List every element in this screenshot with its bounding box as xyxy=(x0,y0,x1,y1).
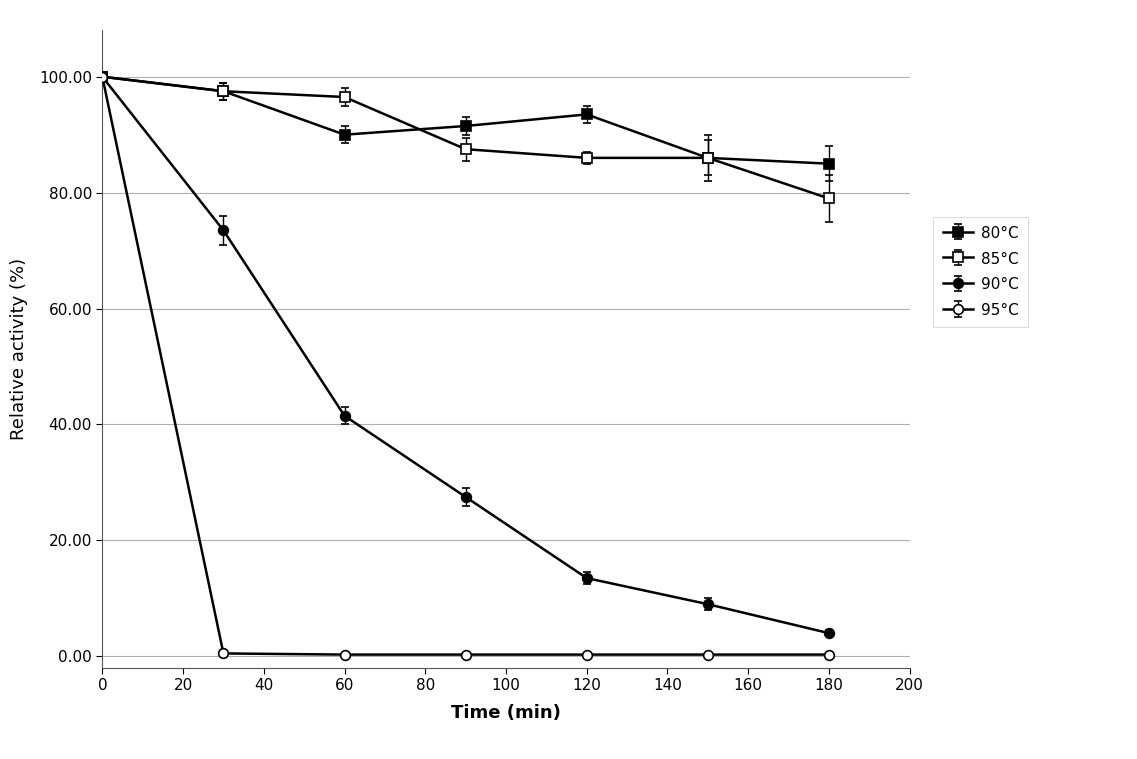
Legend: 80°C, 85°C, 90°C, 95°C: 80°C, 85°C, 90°C, 95°C xyxy=(933,216,1028,327)
X-axis label: Time (min): Time (min) xyxy=(451,704,561,723)
Y-axis label: Relative activity (%): Relative activity (%) xyxy=(10,258,27,440)
